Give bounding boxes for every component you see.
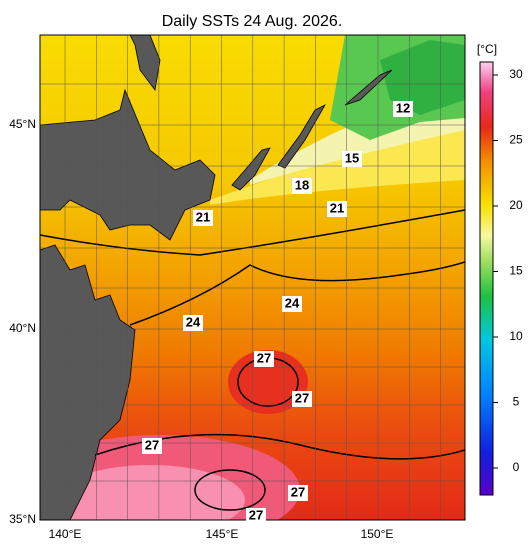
contour-label: 18 [295,177,309,192]
colorbar-tick-label: 20 [509,198,523,212]
contour-label: 27 [295,390,309,405]
lat-label: 40°N [9,321,36,335]
contour-label: 24 [285,295,300,310]
contour-label-box [292,178,312,194]
land-kurils [231,69,393,191]
colorbar-unit: [°C] [477,42,497,56]
contour-label-box [254,351,274,367]
contour-label-box [288,485,308,501]
contour-label-box [193,210,213,226]
contour [129,261,465,326]
contour-label-box [282,296,302,312]
contour-label: 15 [345,150,359,165]
lat-label: 45°N [9,117,36,131]
colorbar-tick-label: 30 [509,67,523,81]
contour-label: 21 [196,209,210,224]
contour [194,469,266,511]
graticule [40,35,465,520]
cold-core [380,40,465,115]
contour-label-box [142,438,162,454]
contour-label-box [246,508,266,524]
contour-label: 27 [249,507,263,522]
contour-label-box [327,201,347,217]
colorbar-tick-label: 5 [513,395,520,409]
contour [40,209,465,256]
contour-label: 24 [186,314,201,329]
lon-label: 150°E [361,527,394,541]
colorbar-tick-label: 0 [513,460,520,474]
colorbar-tick-label: 15 [509,264,523,278]
lon-label: 145°E [206,527,239,541]
contour-label: 27 [291,484,305,499]
colorbar-tick-label: 25 [509,133,523,147]
land-sakhalin [129,35,161,91]
title: Daily SSTs 24 Aug. 2026. [162,13,343,30]
warm-eddy [228,350,308,414]
contour-label-box [393,101,413,117]
lat-label: 35°N [9,512,36,526]
contour-label: 27 [257,350,271,365]
contour-label-box [292,391,312,407]
land-honshu [40,244,136,520]
contour-label: 21 [330,200,344,215]
lon-label: 140°E [49,527,82,541]
colorbar [479,61,494,496]
warmest-water [55,465,245,520]
contour-label: 27 [145,437,159,452]
colorbar-tick-label: 10 [509,329,523,343]
contour-label: 12 [396,100,410,115]
contour-label-box [342,151,362,167]
contour-label-box [183,315,203,331]
